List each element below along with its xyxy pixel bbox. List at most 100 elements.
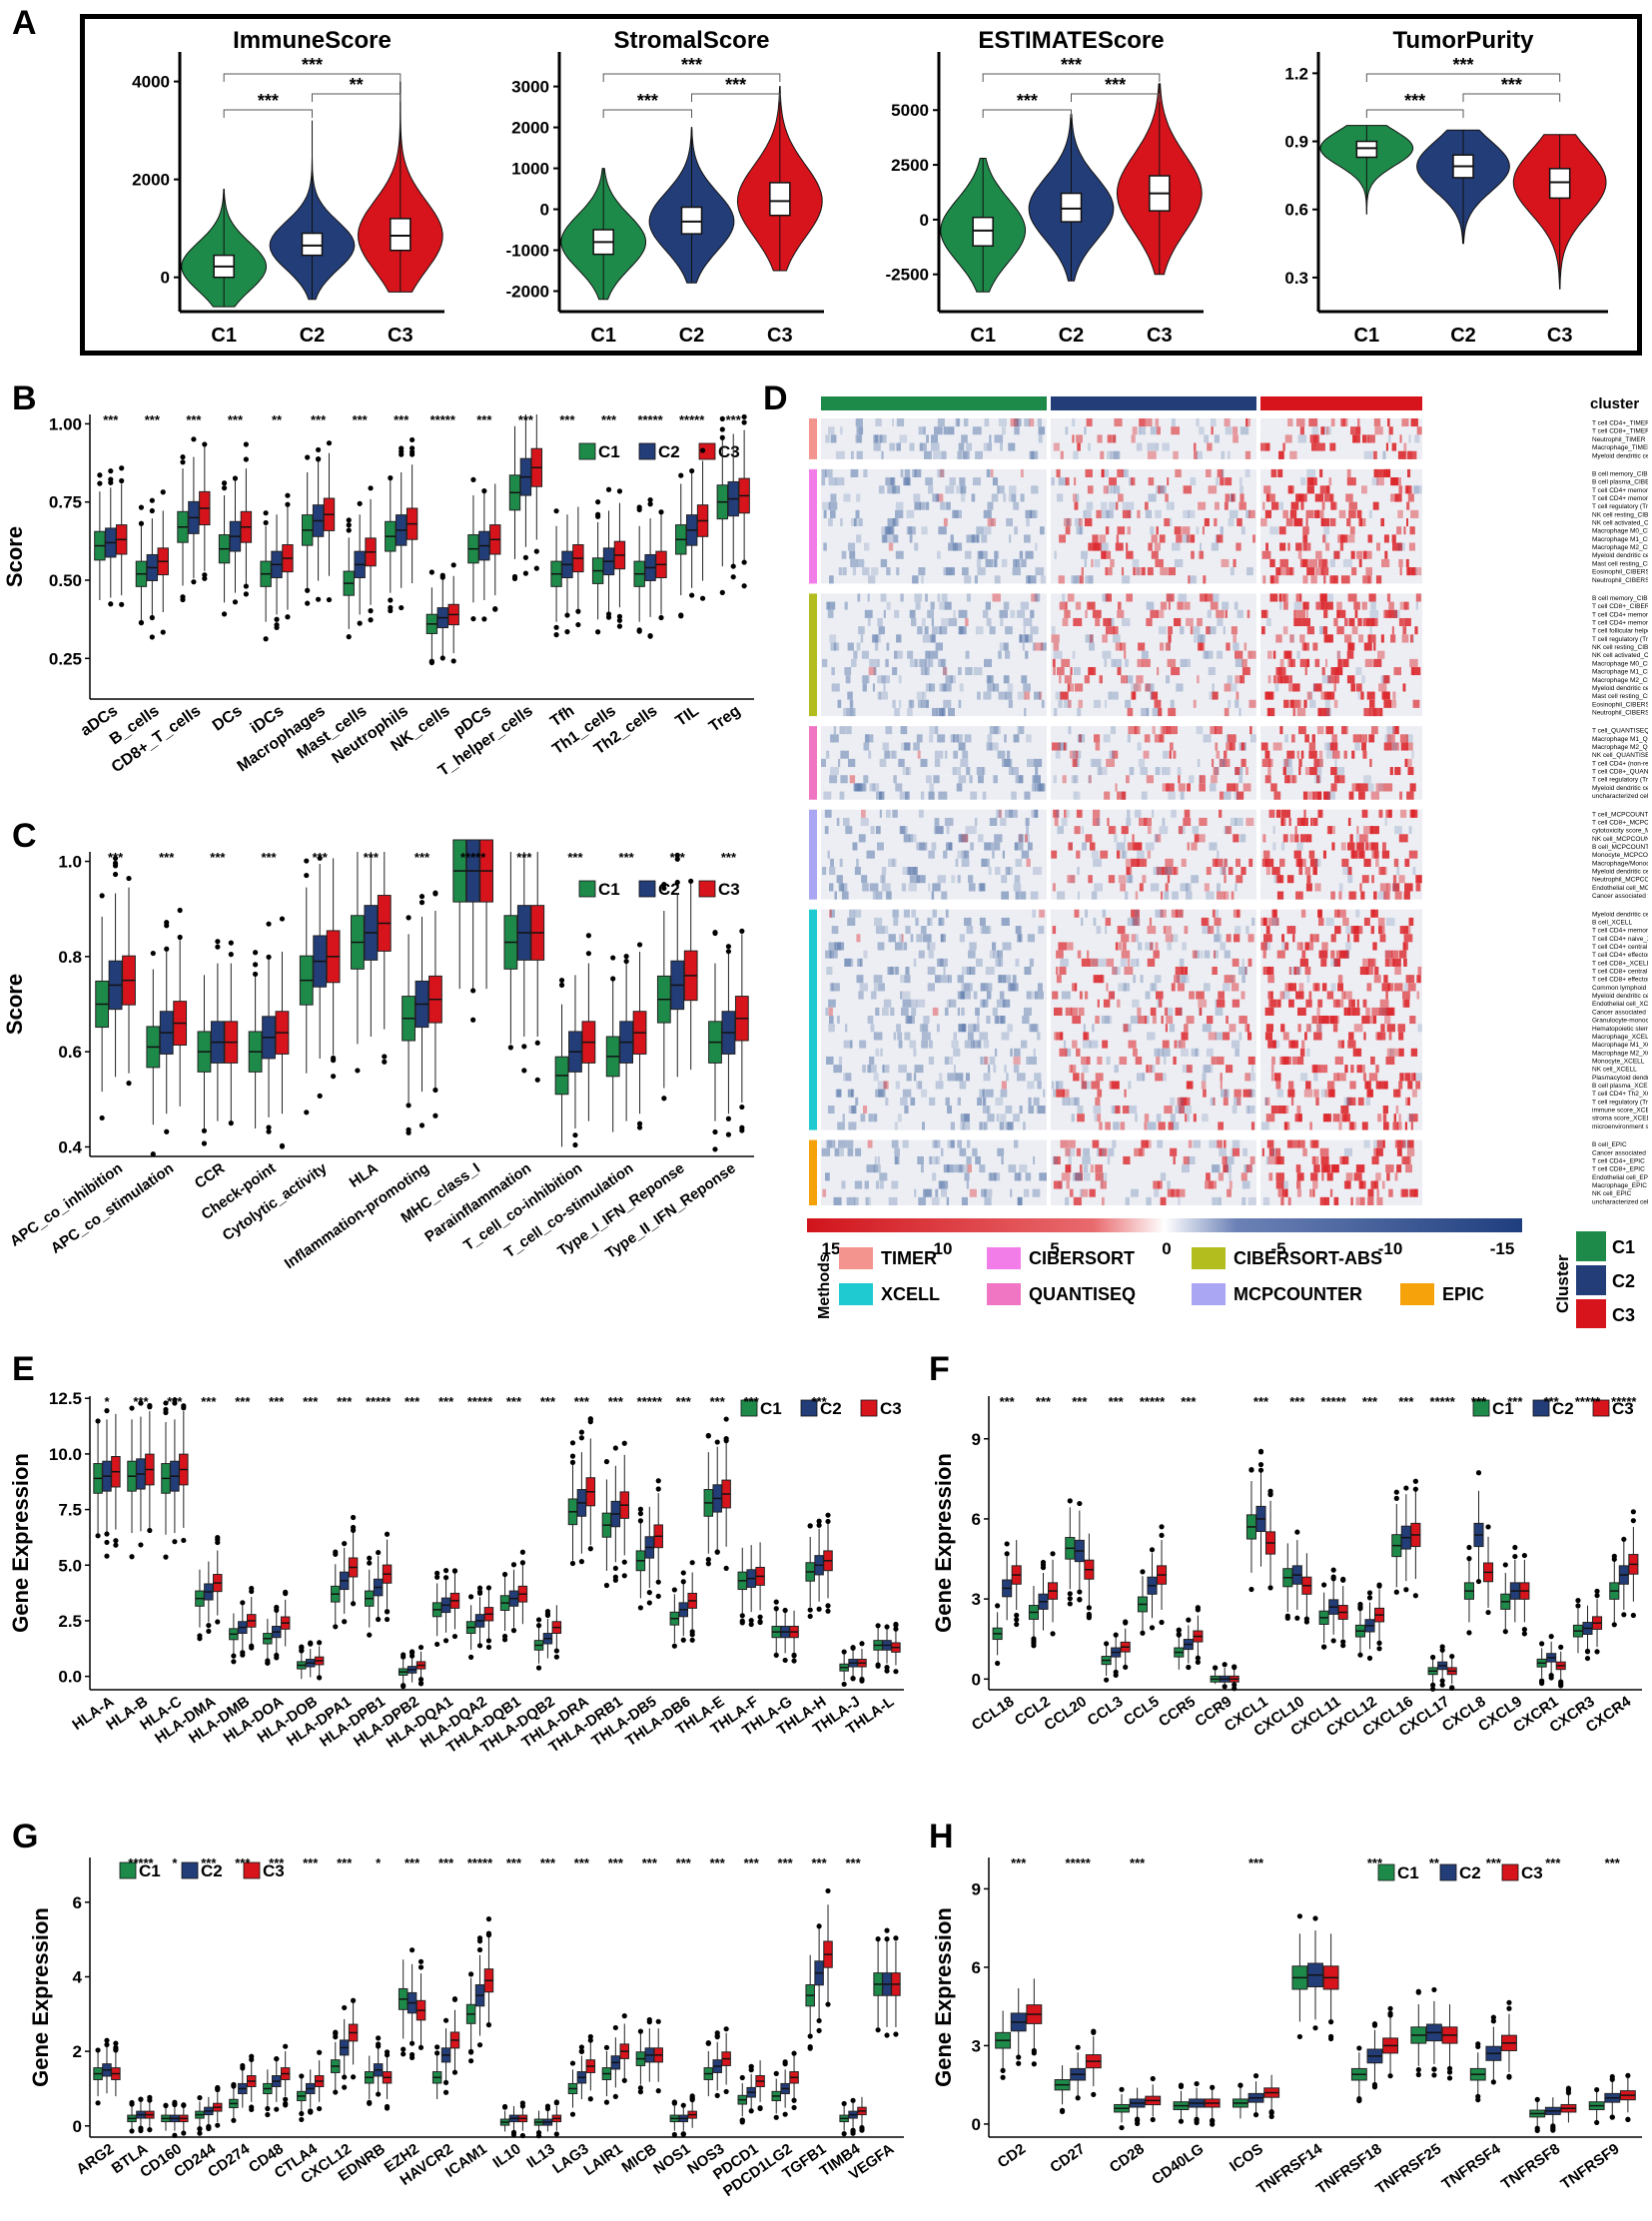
- y-tick-label: 10.0: [49, 1445, 82, 1464]
- heatmap-cell: [1357, 691, 1360, 700]
- heatmap-cell: [1263, 942, 1271, 951]
- heatmap-cell: [1397, 450, 1406, 459]
- heatmap-cell: [934, 826, 944, 835]
- x-tick-label: Treg: [706, 702, 743, 735]
- heatmap-cell: [1399, 1073, 1404, 1082]
- heatmap-cell: [965, 826, 975, 835]
- heatmap-cell: [1320, 426, 1325, 435]
- heatmap-cell: [1245, 926, 1249, 935]
- heatmap-cell: [1088, 667, 1095, 676]
- heatmap-cell: [1221, 1089, 1230, 1098]
- heatmap-cell: [1005, 866, 1011, 876]
- significance-label: ***: [619, 850, 635, 865]
- heatmap-cell: [1312, 642, 1318, 651]
- heatmap-cell: [1370, 1056, 1375, 1066]
- heatmap-cell: [1160, 726, 1168, 735]
- heatmap-cell: [1245, 767, 1248, 776]
- heatmap-cell: [1289, 509, 1297, 518]
- heatmap-cell: [945, 1097, 950, 1107]
- heatmap-cell: [916, 1081, 923, 1090]
- heatmap-cell: [1336, 626, 1344, 635]
- heatmap-cell: [862, 683, 867, 692]
- heatmap-cell: [897, 517, 900, 527]
- heatmap-row-label: T cell CD4+ Th2_XCELL: [1592, 1091, 1648, 1098]
- heatmap-cell: [1296, 707, 1306, 717]
- heatmap-cell: [917, 750, 921, 759]
- heatmap-cell: [843, 817, 850, 827]
- heatmap-cell: [1326, 691, 1335, 700]
- heatmap-cell: [1075, 601, 1082, 610]
- heatmap-cell: [881, 675, 890, 684]
- heatmap-block: [1051, 567, 1256, 576]
- heatmap-row-label: T cell regulatory (Tregs)_CIBERSORT-ABS: [1592, 636, 1648, 643]
- heatmap-cell: [1225, 1155, 1235, 1165]
- heatmap-cell: [1135, 934, 1139, 943]
- heatmap-block: [1051, 975, 1256, 984]
- heatmap-cell: [1192, 950, 1198, 959]
- heatmap-cell: [1264, 609, 1268, 618]
- heatmap-cell: [1323, 1164, 1331, 1173]
- heatmap-cell: [961, 493, 966, 502]
- heatmap-cell: [1223, 983, 1231, 992]
- heatmap-cell: [1361, 875, 1369, 884]
- heatmap-block: [1260, 468, 1422, 478]
- heatmap-cell: [1333, 683, 1336, 692]
- heatmap-cell: [1077, 866, 1080, 876]
- heatmap-cell: [976, 526, 984, 535]
- heatmap-cell: [1363, 858, 1371, 867]
- heatmap-cell: [1196, 726, 1204, 735]
- outlier-point: [384, 1609, 391, 1615]
- heatmap-cell: [1295, 1164, 1301, 1173]
- heatmap-cell: [1217, 1139, 1223, 1148]
- heatmap-cell: [892, 809, 898, 818]
- heatmap-cell: [1385, 991, 1388, 1000]
- heatmap-cell: [1381, 1180, 1385, 1189]
- heatmap-block: [1051, 875, 1256, 884]
- heatmap-cell: [942, 667, 948, 676]
- heatmap-cell: [839, 791, 845, 800]
- heatmap-cell: [1372, 942, 1377, 951]
- heatmap-cell: [1029, 1056, 1037, 1066]
- heatmap-cell: [1015, 958, 1020, 967]
- heatmap-cell: [1171, 426, 1180, 435]
- heatmap-cell: [1409, 658, 1418, 668]
- heatmap-cell: [1249, 726, 1252, 735]
- heatmap-cell: [1359, 734, 1367, 743]
- heatmap-block: [1260, 567, 1422, 576]
- heatmap-cell: [1039, 1172, 1047, 1181]
- heatmap-cell: [871, 567, 879, 576]
- heatmap-cell: [1391, 950, 1399, 959]
- heatmap-cell: [1102, 650, 1112, 659]
- heatmap-cell: [1406, 517, 1408, 527]
- outlier-point: [816, 1518, 822, 1524]
- heatmap-cell: [1369, 758, 1372, 768]
- heatmap-cell: [1311, 1065, 1318, 1074]
- heatmap-cell: [1320, 691, 1328, 700]
- heatmap-cell: [1284, 775, 1290, 784]
- heatmap-row-label: Myeloid dendritic cell_QUANTISEQ: [1592, 785, 1648, 792]
- heatmap-cell: [1301, 642, 1309, 651]
- heatmap-cell: [1377, 707, 1382, 717]
- heatmap-cell: [1011, 493, 1017, 502]
- heatmap-block: [1260, 650, 1422, 659]
- heatmap-cell: [913, 493, 921, 502]
- heatmap-cell: [939, 683, 945, 692]
- heatmap-cell: [1297, 1024, 1301, 1033]
- outlier-point: [384, 1531, 391, 1537]
- heatmap-row-label: T cell CD4+ memory_XCELL: [1592, 928, 1648, 935]
- heatmap-cell: [1318, 750, 1323, 759]
- heatmap-block: [1260, 750, 1422, 759]
- outlier-point: [610, 955, 616, 961]
- heatmap-cell: [824, 826, 829, 835]
- heatmap-cell: [962, 750, 969, 759]
- heatmap-cell: [1083, 1032, 1090, 1041]
- heatmap-row-label: NK cell resting_CIBERSORT-ABS: [1592, 644, 1648, 651]
- heatmap-cell: [1027, 1081, 1035, 1090]
- heatmap-cell: [1251, 1065, 1254, 1074]
- heatmap-cell: [981, 858, 990, 867]
- heatmap-cell: [1270, 1065, 1274, 1074]
- outlier-point: [507, 1045, 513, 1051]
- heatmap-cell: [1375, 858, 1379, 867]
- heatmap-cell: [1013, 1056, 1021, 1066]
- heatmap-cell: [1122, 942, 1127, 951]
